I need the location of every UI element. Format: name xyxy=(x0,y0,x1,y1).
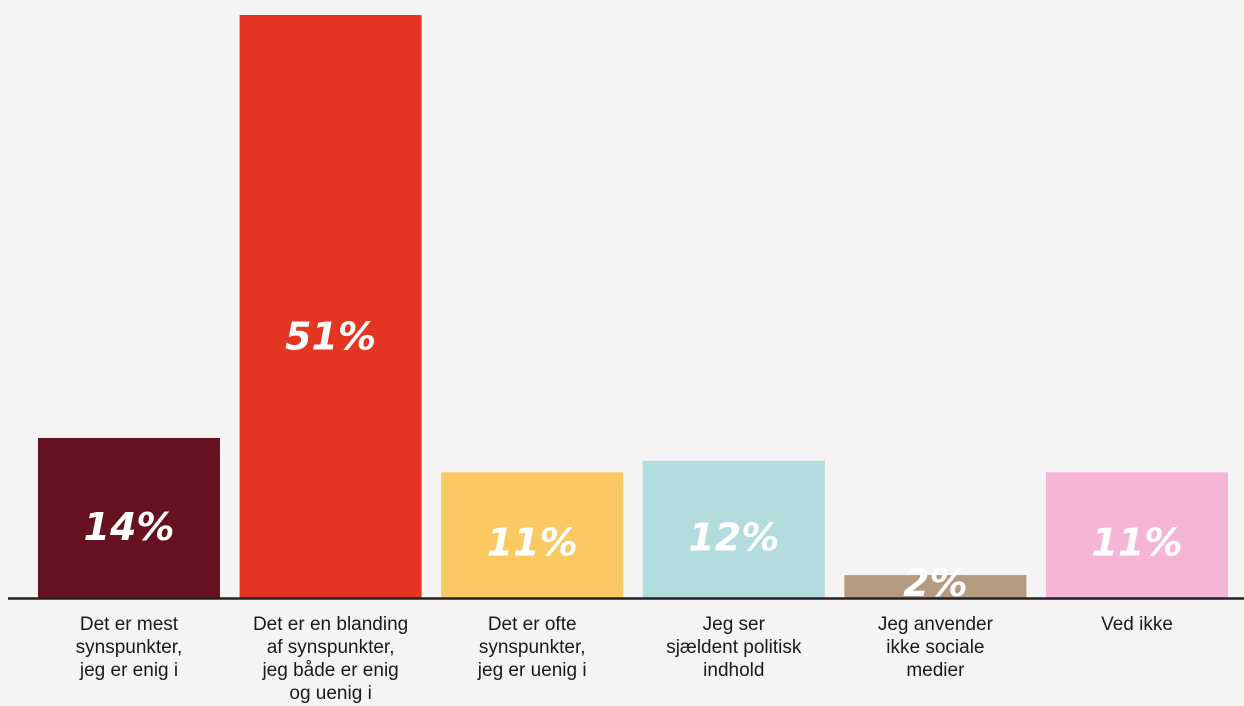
bar-5 xyxy=(844,575,1027,598)
bar-2 xyxy=(239,15,422,598)
value-label-1: 14% xyxy=(84,505,175,549)
category-label-1: Det er mest synspunkter, jeg er enig i xyxy=(75,614,183,681)
bar-3 xyxy=(441,472,624,598)
category-label-2: Det er en blanding af synspunkter, jeg b… xyxy=(252,614,409,704)
value-label-4: 12% xyxy=(688,515,779,559)
category-label-4: Jeg ser sjældent politisk indhold xyxy=(666,614,802,681)
bar-1 xyxy=(38,438,220,598)
value-label-6: 11% xyxy=(1092,520,1183,564)
value-label-3: 11% xyxy=(487,520,578,564)
bar-4 xyxy=(642,460,825,598)
category-label-6: Ved ikke xyxy=(1101,614,1173,635)
value-label-2: 51% xyxy=(285,315,376,359)
category-label-5: Jeg anvender ikke sociale medier xyxy=(877,614,993,681)
category-label-3: Det er ofte synspunkter, jeg er uenig i xyxy=(477,614,587,681)
bar-6 xyxy=(1046,472,1228,598)
value-labels-group: 14%51%11% 12%2%11% xyxy=(84,315,1183,605)
bars-group xyxy=(38,15,1228,598)
